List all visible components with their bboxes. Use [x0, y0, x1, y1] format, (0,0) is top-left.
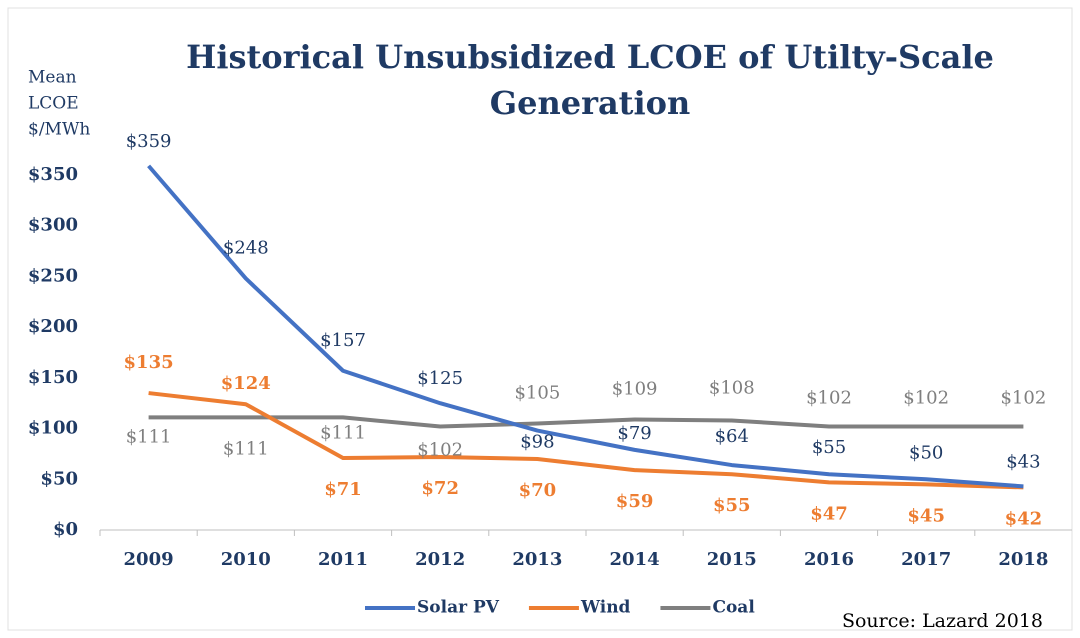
data-label: $105	[514, 383, 560, 404]
data-label: $102	[417, 440, 463, 461]
line-2	[148, 415, 1024, 429]
data-label: $45	[907, 505, 945, 526]
y-tick-label: $250	[28, 265, 78, 286]
data-label: $102	[903, 388, 949, 409]
legend-label: Solar PV	[417, 598, 500, 618]
y-tick-label: $150	[28, 367, 78, 388]
x-tick-label: 2013	[512, 549, 562, 570]
x-tick-label: 2018	[998, 549, 1048, 570]
x-tick-label: 2012	[415, 549, 465, 570]
data-label: $124	[221, 373, 271, 394]
chart-title: Historical Unsubsidized LCOE of Utilty-S…	[186, 38, 994, 122]
data-label: $55	[812, 437, 846, 458]
legend-label: Coal	[712, 598, 755, 618]
x-tick-label: 2010	[221, 549, 271, 570]
y-tick-label: $300	[28, 215, 78, 236]
x-tick-label: 2009	[124, 549, 174, 570]
data-label: $79	[617, 423, 651, 444]
frame	[7, 7, 1073, 631]
y-tick-label: $350	[28, 164, 78, 185]
legend-label: Wind	[580, 598, 631, 618]
data-label: $72	[421, 478, 459, 499]
y-tick-label: $0	[53, 519, 78, 540]
data-label: $71	[324, 479, 362, 500]
data-label: $157	[320, 330, 366, 351]
data-label: $98	[520, 432, 554, 453]
data-label: $135	[124, 352, 174, 373]
data-label: $111	[223, 438, 269, 459]
data-label: $248	[223, 237, 269, 258]
data-label: $111	[320, 422, 366, 443]
x-tick-label: 2016	[804, 549, 854, 570]
data-label: $102	[806, 388, 852, 409]
data-label: $64	[715, 426, 749, 447]
x-tick-label: 2015	[707, 549, 757, 570]
data-label: $102	[1000, 388, 1046, 409]
data-label: $47	[810, 503, 848, 524]
data-label: $108	[709, 377, 755, 398]
data-label: $59	[616, 491, 654, 512]
x-tick-label: 2014	[610, 549, 660, 570]
data-label: $125	[417, 368, 463, 389]
data-label: $109	[612, 378, 658, 399]
y-axis-label: LCOE	[28, 94, 79, 114]
x-tick-label: 2017	[901, 549, 951, 570]
line-1	[148, 391, 1024, 490]
data-label: $50	[909, 442, 943, 463]
y-tick-label: $200	[28, 316, 78, 337]
source: Source: Lazard 2018	[842, 610, 1043, 632]
y-tick-label: $100	[28, 418, 78, 439]
line-0	[147, 164, 1024, 489]
data-label: $42	[1005, 508, 1043, 529]
y-axis-label: Mean	[28, 68, 77, 88]
data-label: $359	[126, 131, 172, 152]
y-axis-label: $/MWh	[28, 120, 90, 140]
data-label: $111	[126, 426, 172, 447]
data-label: $70	[519, 480, 557, 501]
x-tick-label: 2011	[318, 549, 368, 570]
data-label: $55	[713, 495, 751, 516]
data-label: $43	[1006, 451, 1040, 472]
y-tick-label: $50	[40, 468, 78, 489]
